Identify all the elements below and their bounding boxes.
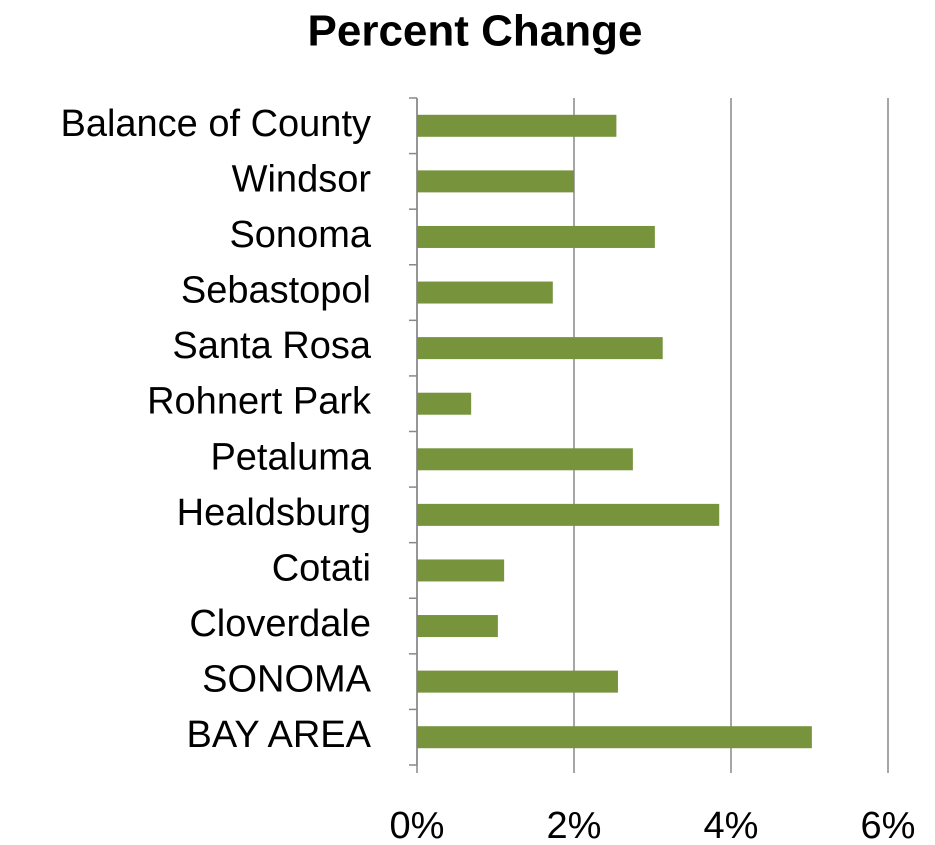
x-tick-label: 0% (390, 805, 445, 845)
y-tick-label: Santa Rosa (172, 325, 371, 367)
y-tick-label: Balance of County (60, 103, 371, 145)
y-tick-label: Rohnert Park (147, 381, 372, 423)
bar (417, 615, 498, 638)
y-tick-label: Healdsburg (177, 492, 371, 534)
bar (417, 392, 472, 415)
y-tick-label: Windsor (232, 158, 372, 200)
bar (417, 337, 663, 360)
x-tick-label: 2% (547, 805, 602, 845)
bar (417, 726, 812, 749)
y-tick-label: Petaluma (210, 436, 371, 478)
x-tick-label: 6% (861, 805, 916, 845)
bar (417, 559, 505, 582)
bar (417, 448, 633, 471)
chart-title: Percent Change (308, 7, 643, 56)
bar (417, 503, 720, 526)
bar (417, 281, 553, 304)
x-tick-label: 4% (704, 805, 759, 845)
bar (417, 670, 618, 693)
y-tick-label: Sebastopol (181, 270, 371, 312)
bar (417, 225, 655, 248)
y-tick-label: SONOMA (202, 659, 372, 701)
y-tick-label: Cloverdale (189, 603, 371, 645)
y-tick-label: Cotati (272, 547, 371, 589)
bar (417, 114, 617, 137)
y-tick-label: Sonoma (229, 214, 371, 256)
y-tick-label: BAY AREA (187, 714, 372, 756)
bar (417, 170, 574, 193)
